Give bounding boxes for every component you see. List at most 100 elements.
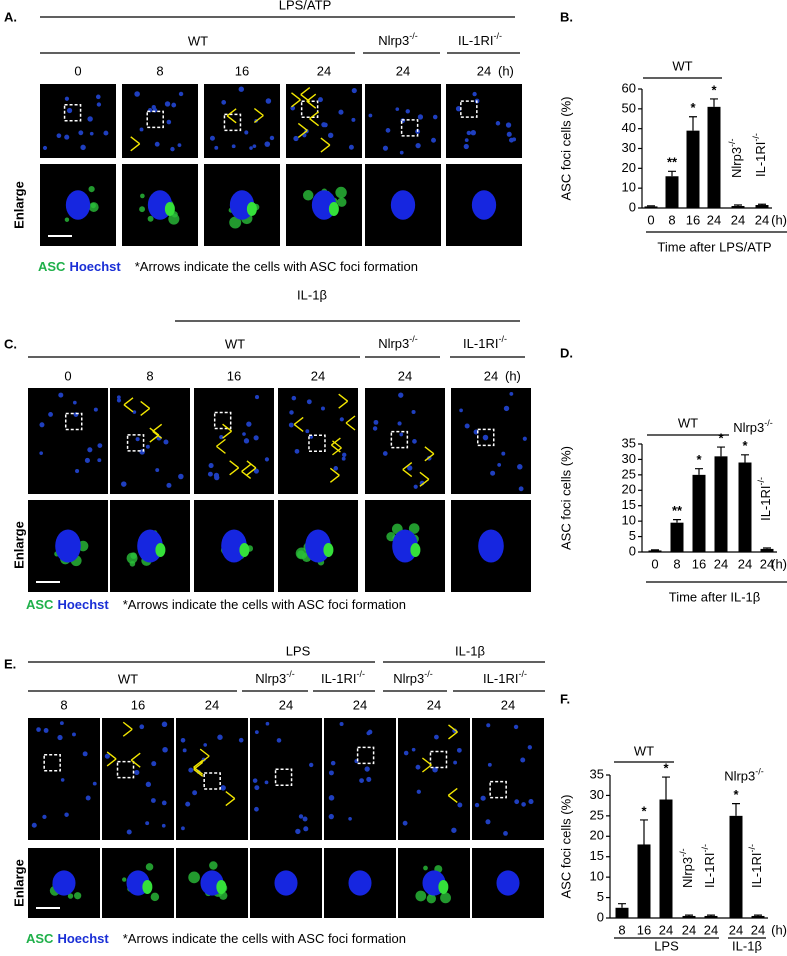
x-axis-label: Time after LPS/ATP (657, 239, 771, 254)
nucleus-dot (367, 729, 373, 735)
error-bar (689, 116, 697, 131)
nucleus-dot (305, 429, 310, 434)
micrograph (451, 388, 531, 494)
genotype-label: Nlrp3-/- (393, 669, 433, 686)
error-bar (651, 549, 659, 551)
nucleus-dot (451, 827, 457, 833)
arrow (320, 137, 331, 153)
zoom-box (64, 412, 83, 431)
nucleus-dot (456, 747, 462, 753)
error-bar (710, 98, 718, 107)
arrow (152, 423, 163, 439)
zoom-box (213, 411, 232, 430)
time-label: 24 (205, 697, 219, 712)
significance: * (742, 438, 748, 453)
nucleus-dot (373, 419, 379, 425)
bar-label-text: IL-1RI (702, 853, 717, 888)
nucleus-dot (415, 764, 421, 770)
nucleus-dot (58, 392, 64, 398)
arrow (123, 397, 134, 413)
bar-label: Nlrp3-/- (724, 767, 764, 784)
nucleus-dot (96, 102, 102, 107)
nucleus-dot (528, 799, 534, 805)
time-label: 0 (64, 368, 71, 383)
nucleus-dot (269, 135, 275, 141)
nucleus-dot (64, 134, 70, 140)
nucleus-dot (351, 88, 357, 94)
arrow (106, 751, 117, 767)
nucleus-dot (309, 762, 314, 768)
nucleus-dot (132, 410, 137, 414)
asc-signal (90, 202, 96, 209)
error-bar (763, 547, 771, 549)
nucleus-dot (385, 128, 391, 133)
error-bar (673, 519, 681, 523)
asc-signal (129, 560, 136, 567)
nucleus-dot (238, 86, 245, 92)
zoom-box (146, 110, 164, 129)
nucleus-dot (333, 466, 339, 471)
significance: ** (667, 155, 678, 170)
x-tick-label: 16 (692, 556, 706, 571)
significance: * (690, 100, 696, 115)
significance: * (641, 803, 647, 818)
bar-label: IL-1RI-/- (751, 133, 768, 177)
micrograph (472, 718, 544, 840)
time-label: 24 (311, 368, 325, 383)
nucleus-dot (522, 436, 527, 441)
nucleus-dot (407, 465, 413, 471)
time-label: 16 (227, 368, 241, 383)
nucleus-dot (145, 781, 152, 788)
arrow (297, 122, 308, 138)
nucleus-dot (66, 107, 73, 114)
asc-signal (64, 217, 70, 222)
y-tick-label: 0 (629, 543, 636, 558)
arrow (193, 761, 204, 777)
genotype-label-text: IL-1RI (321, 671, 356, 686)
nucleus-dot (221, 100, 227, 105)
nucleus-dot (517, 464, 523, 470)
nucleus-dot (264, 780, 269, 785)
genotype-label: WT (188, 33, 208, 48)
nucleus-dot (509, 392, 514, 396)
significance: * (711, 82, 717, 97)
legend: ASC Hoechst *Arrows indicate the cells wit… (38, 259, 418, 274)
bar-label-sup: -/- (678, 848, 688, 857)
nucleus-dot (415, 142, 421, 149)
nucleus-dot (348, 816, 352, 821)
genotype-label: WT (118, 671, 138, 686)
genotype-label-sup: -/- (286, 669, 295, 679)
nucleus-dot (464, 423, 470, 429)
nucleus-dot (328, 813, 334, 820)
bar-label-text: IL-1RI (749, 853, 764, 888)
nucleus-dot (252, 144, 257, 148)
nucleus-dot (242, 432, 246, 436)
nucleus-dot (214, 145, 219, 150)
time-label: 8 (146, 368, 153, 383)
asc-signal (209, 861, 218, 870)
nucleus-dot (518, 486, 524, 492)
bar (665, 176, 679, 208)
bar-label: Nlrp3-/- (727, 138, 744, 178)
x-tick-label: 24 (760, 556, 774, 571)
nucleus-dot (508, 137, 514, 143)
nucleus-dot (97, 458, 102, 463)
enlarged-nucleus (52, 870, 76, 896)
nucleus-dot (116, 395, 121, 400)
arrow (216, 438, 226, 454)
bar-label: IL-1RI-/- (700, 844, 717, 888)
y-tick-label: 30 (622, 140, 636, 155)
nucleus-dot (84, 457, 90, 463)
nucleus-dot (188, 767, 194, 773)
nucleus-dot (254, 730, 259, 735)
condition-title: LPS/ATP (279, 0, 332, 12)
nucleus-dot (382, 145, 389, 151)
panel-letter: E. (4, 656, 16, 671)
nucleus-dot (180, 737, 186, 743)
nucleus-dot (243, 438, 250, 444)
nucleus-dot (341, 456, 346, 461)
arrow (140, 400, 151, 417)
error-bar (695, 468, 703, 475)
nucleus-dot (134, 91, 140, 97)
genotype-label-sup: -/- (356, 669, 365, 679)
